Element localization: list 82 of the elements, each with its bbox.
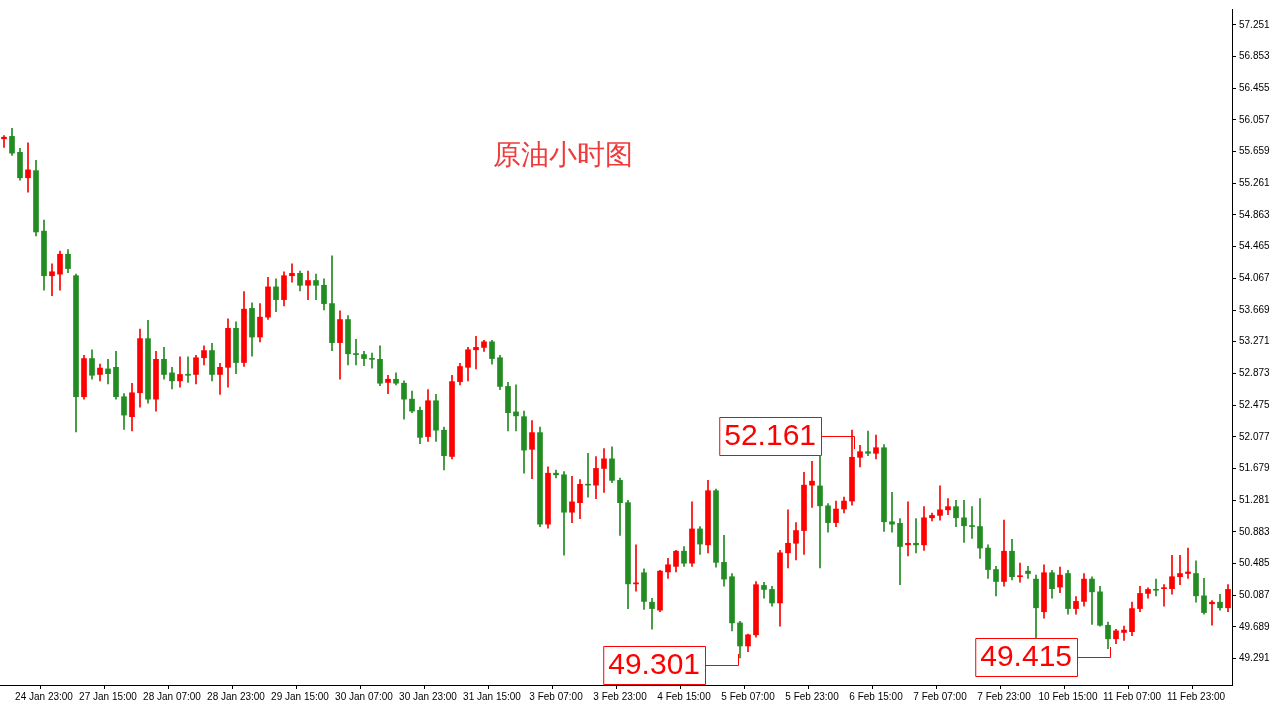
candlestick: [889, 491, 895, 533]
candlestick: [1177, 554, 1183, 586]
x-tick-label: 7 Feb 07:00: [913, 690, 968, 702]
candlestick: [1089, 576, 1095, 625]
candlestick: [1025, 566, 1031, 579]
y-tick-label: 51.281: [1239, 493, 1271, 505]
y-tick-label: 49.291: [1239, 652, 1271, 664]
candlestick: [185, 356, 191, 383]
candlestick: [177, 356, 183, 388]
y-tick-label: 56.455: [1239, 81, 1271, 93]
text: 原油小时图: [493, 138, 634, 172]
y-tick-label: 50.485: [1239, 557, 1271, 569]
y-tick-label: 55.659: [1239, 145, 1271, 157]
candlestick: [1121, 625, 1127, 641]
y-tick-label: 54.067: [1239, 272, 1271, 284]
candlestick: [289, 263, 295, 283]
candlestick: [25, 142, 31, 193]
x-tick-label: 30 Jan 23:00: [399, 690, 458, 702]
x-tick-label: 6 Feb 15:00: [849, 690, 904, 702]
candlestick: [105, 359, 111, 385]
candlestick: [1, 135, 7, 148]
x-tick-label: 3 Feb 07:00: [529, 690, 584, 702]
candlestick: [1153, 578, 1159, 597]
candlestick: [369, 352, 375, 369]
candlestick: [1017, 562, 1023, 583]
candlestick: [569, 476, 575, 523]
x-tick-label: 11 Feb 23:00: [1166, 690, 1226, 702]
candlestick: [1209, 600, 1215, 626]
candlestick: [601, 448, 607, 493]
candlestick: [649, 597, 655, 630]
y-tick-label: 56.057: [1239, 113, 1271, 125]
candlestick: [305, 270, 311, 300]
x-tick-label: 5 Feb 23:00: [785, 690, 840, 702]
y-tick-label: 50.883: [1239, 525, 1271, 537]
x-tick-label: 11 Feb 07:00: [1102, 690, 1162, 702]
candlestick: [937, 485, 943, 521]
annotation: 49.301: [608, 647, 700, 681]
candlestick: [865, 430, 871, 457]
x-tick-label: 10 Feb 15:00: [1038, 690, 1098, 702]
candlestick: [353, 339, 359, 366]
candlestick: [945, 498, 951, 515]
y-tick-label: 55.261: [1239, 177, 1271, 189]
candlestick: [969, 506, 975, 539]
candlestick: [905, 501, 911, 557]
y-tick-label: 53.271: [1239, 335, 1271, 347]
candlestick: [313, 273, 319, 300]
x-tick-label: 4 Feb 15:00: [657, 690, 712, 702]
candlestick: [1161, 584, 1167, 607]
candlestick: [385, 374, 391, 394]
candlestick: [513, 384, 519, 432]
candlestick: [785, 509, 791, 569]
x-tick-label: 30 Jan 07:00: [335, 690, 394, 702]
x-tick-label: 31 Jan 15:00: [463, 690, 522, 702]
x-tick-label: 28 Jan 07:00: [143, 690, 202, 702]
annotation: 52.161: [724, 418, 816, 452]
annotation: 49.415: [980, 639, 1072, 673]
candlestick: [961, 499, 967, 543]
candlestick: [913, 518, 919, 554]
candlestick: [49, 263, 55, 296]
x-tick-label: 7 Feb 23:00: [977, 690, 1032, 702]
candlestick: [217, 362, 223, 395]
x-tick-label: 3 Feb 23:00: [593, 690, 648, 702]
x-tick-label: 24 Jan 23:00: [15, 690, 74, 702]
y-tick-label: 54.863: [1239, 208, 1271, 220]
x-tick-label: 5 Feb 07:00: [721, 690, 776, 702]
y-tick-label: 52.475: [1239, 398, 1271, 410]
candlestick: [1185, 547, 1191, 579]
y-tick-label: 50.087: [1239, 589, 1271, 601]
x-tick-label: 27 Jan 15:00: [79, 690, 138, 702]
x-tick-label: 28 Jan 23:00: [207, 690, 266, 702]
y-tick-label: 51.679: [1239, 462, 1271, 474]
x-tick-label: 29 Jan 15:00: [271, 690, 330, 702]
candlestick: [809, 460, 815, 508]
y-tick-label: 54.465: [1239, 240, 1271, 252]
y-tick-label: 56.853: [1239, 50, 1271, 62]
y-tick-label: 52.873: [1239, 367, 1271, 379]
y-tick-label: 49.689: [1239, 620, 1271, 632]
candlestick: [817, 455, 823, 569]
y-tick-label: 53.669: [1239, 303, 1271, 315]
candlestick: [473, 335, 479, 370]
y-tick-label: 57.251: [1239, 18, 1271, 30]
y-tick-label: 52.077: [1239, 430, 1271, 442]
